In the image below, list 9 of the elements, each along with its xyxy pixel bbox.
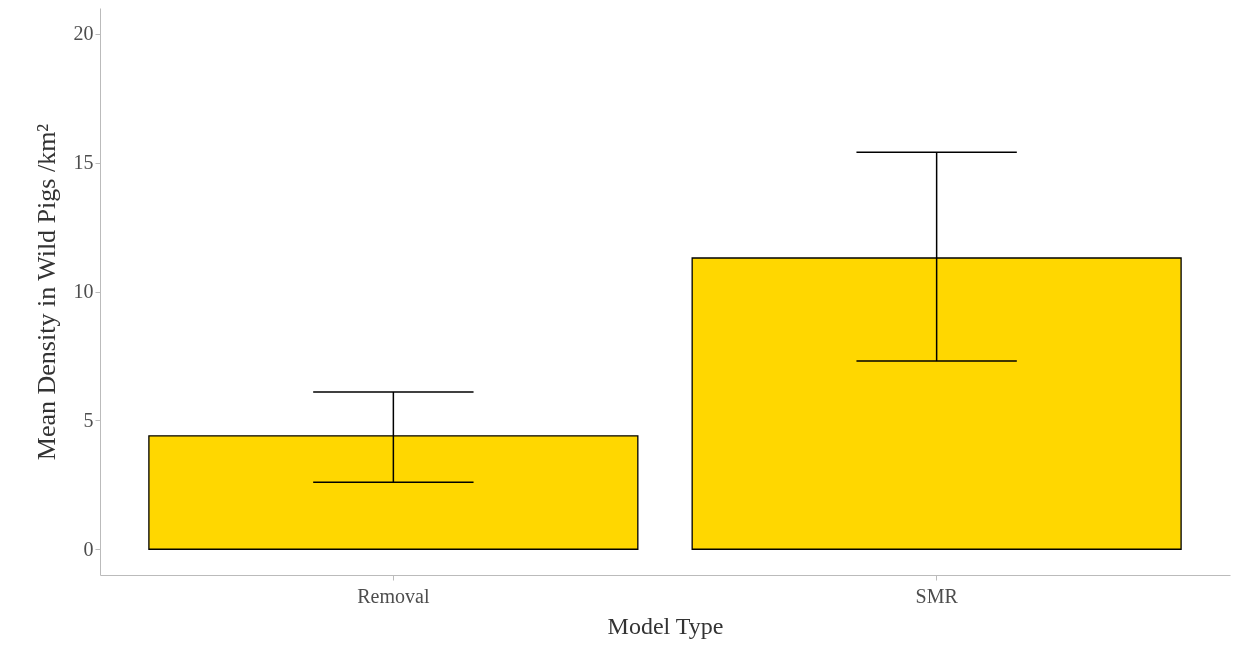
- y-tick-label: 0: [83, 537, 94, 560]
- x-axis-title: Model Type: [607, 612, 724, 639]
- x-tick-label: Removal: [357, 584, 430, 607]
- y-tick-label: 5: [83, 408, 94, 431]
- y-tick-label: 20: [73, 22, 94, 45]
- y-tick-label: 10: [73, 280, 94, 302]
- y-axis-title: Mean Density in Wild Pigs /km²: [31, 123, 61, 461]
- x-tick-label: SMR: [915, 584, 959, 607]
- y-tick-label: 15: [73, 151, 94, 174]
